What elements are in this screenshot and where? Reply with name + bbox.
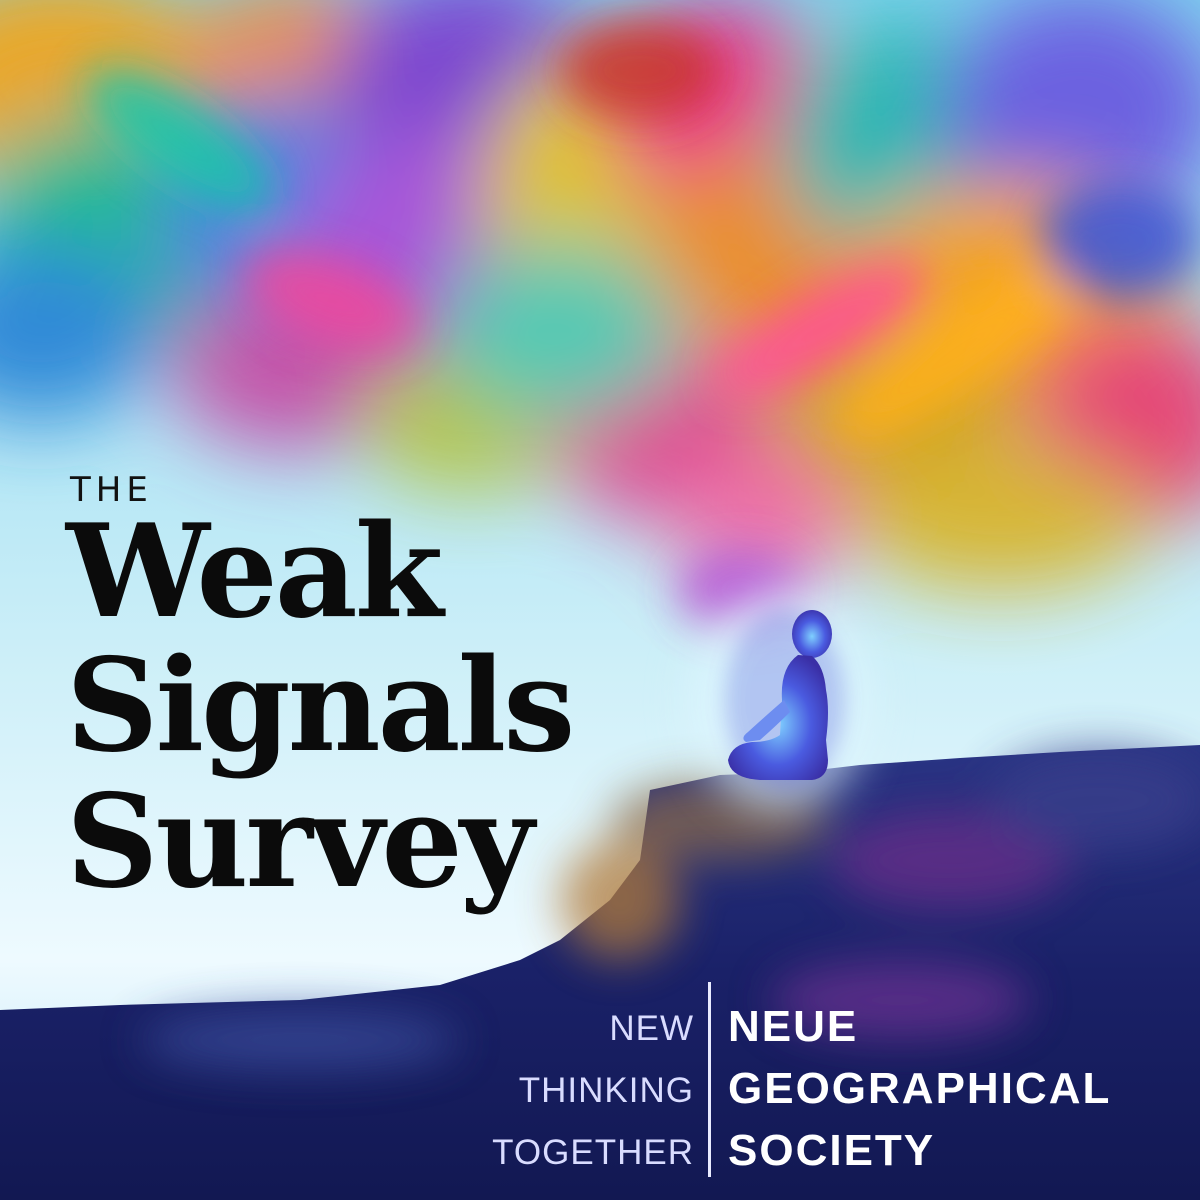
- brand-divider: [708, 982, 711, 1177]
- society-line-2: GEOGRAPHICAL: [728, 1064, 1112, 1113]
- society-line-1: NEUE: [728, 1002, 859, 1051]
- title-line-2: Signals: [66, 631, 575, 781]
- cliff-texture: [140, 750, 1200, 1070]
- tagline-line-3: TOGETHER: [492, 1133, 694, 1172]
- title-prefix: THE: [70, 470, 153, 510]
- meditating-figure: [728, 610, 832, 780]
- tagline-line-1: NEW: [609, 1009, 694, 1048]
- title-line-3: Survey: [66, 767, 534, 917]
- society-line-3: SOCIETY: [728, 1126, 936, 1175]
- society-name: NEUE GEOGRAPHICAL SOCIETY: [728, 996, 1111, 1182]
- title-line-1: Weak: [66, 497, 443, 647]
- tagline-line-2: THINKING: [518, 1071, 694, 1110]
- tagline: NEW THINKING TOGETHER: [492, 998, 694, 1184]
